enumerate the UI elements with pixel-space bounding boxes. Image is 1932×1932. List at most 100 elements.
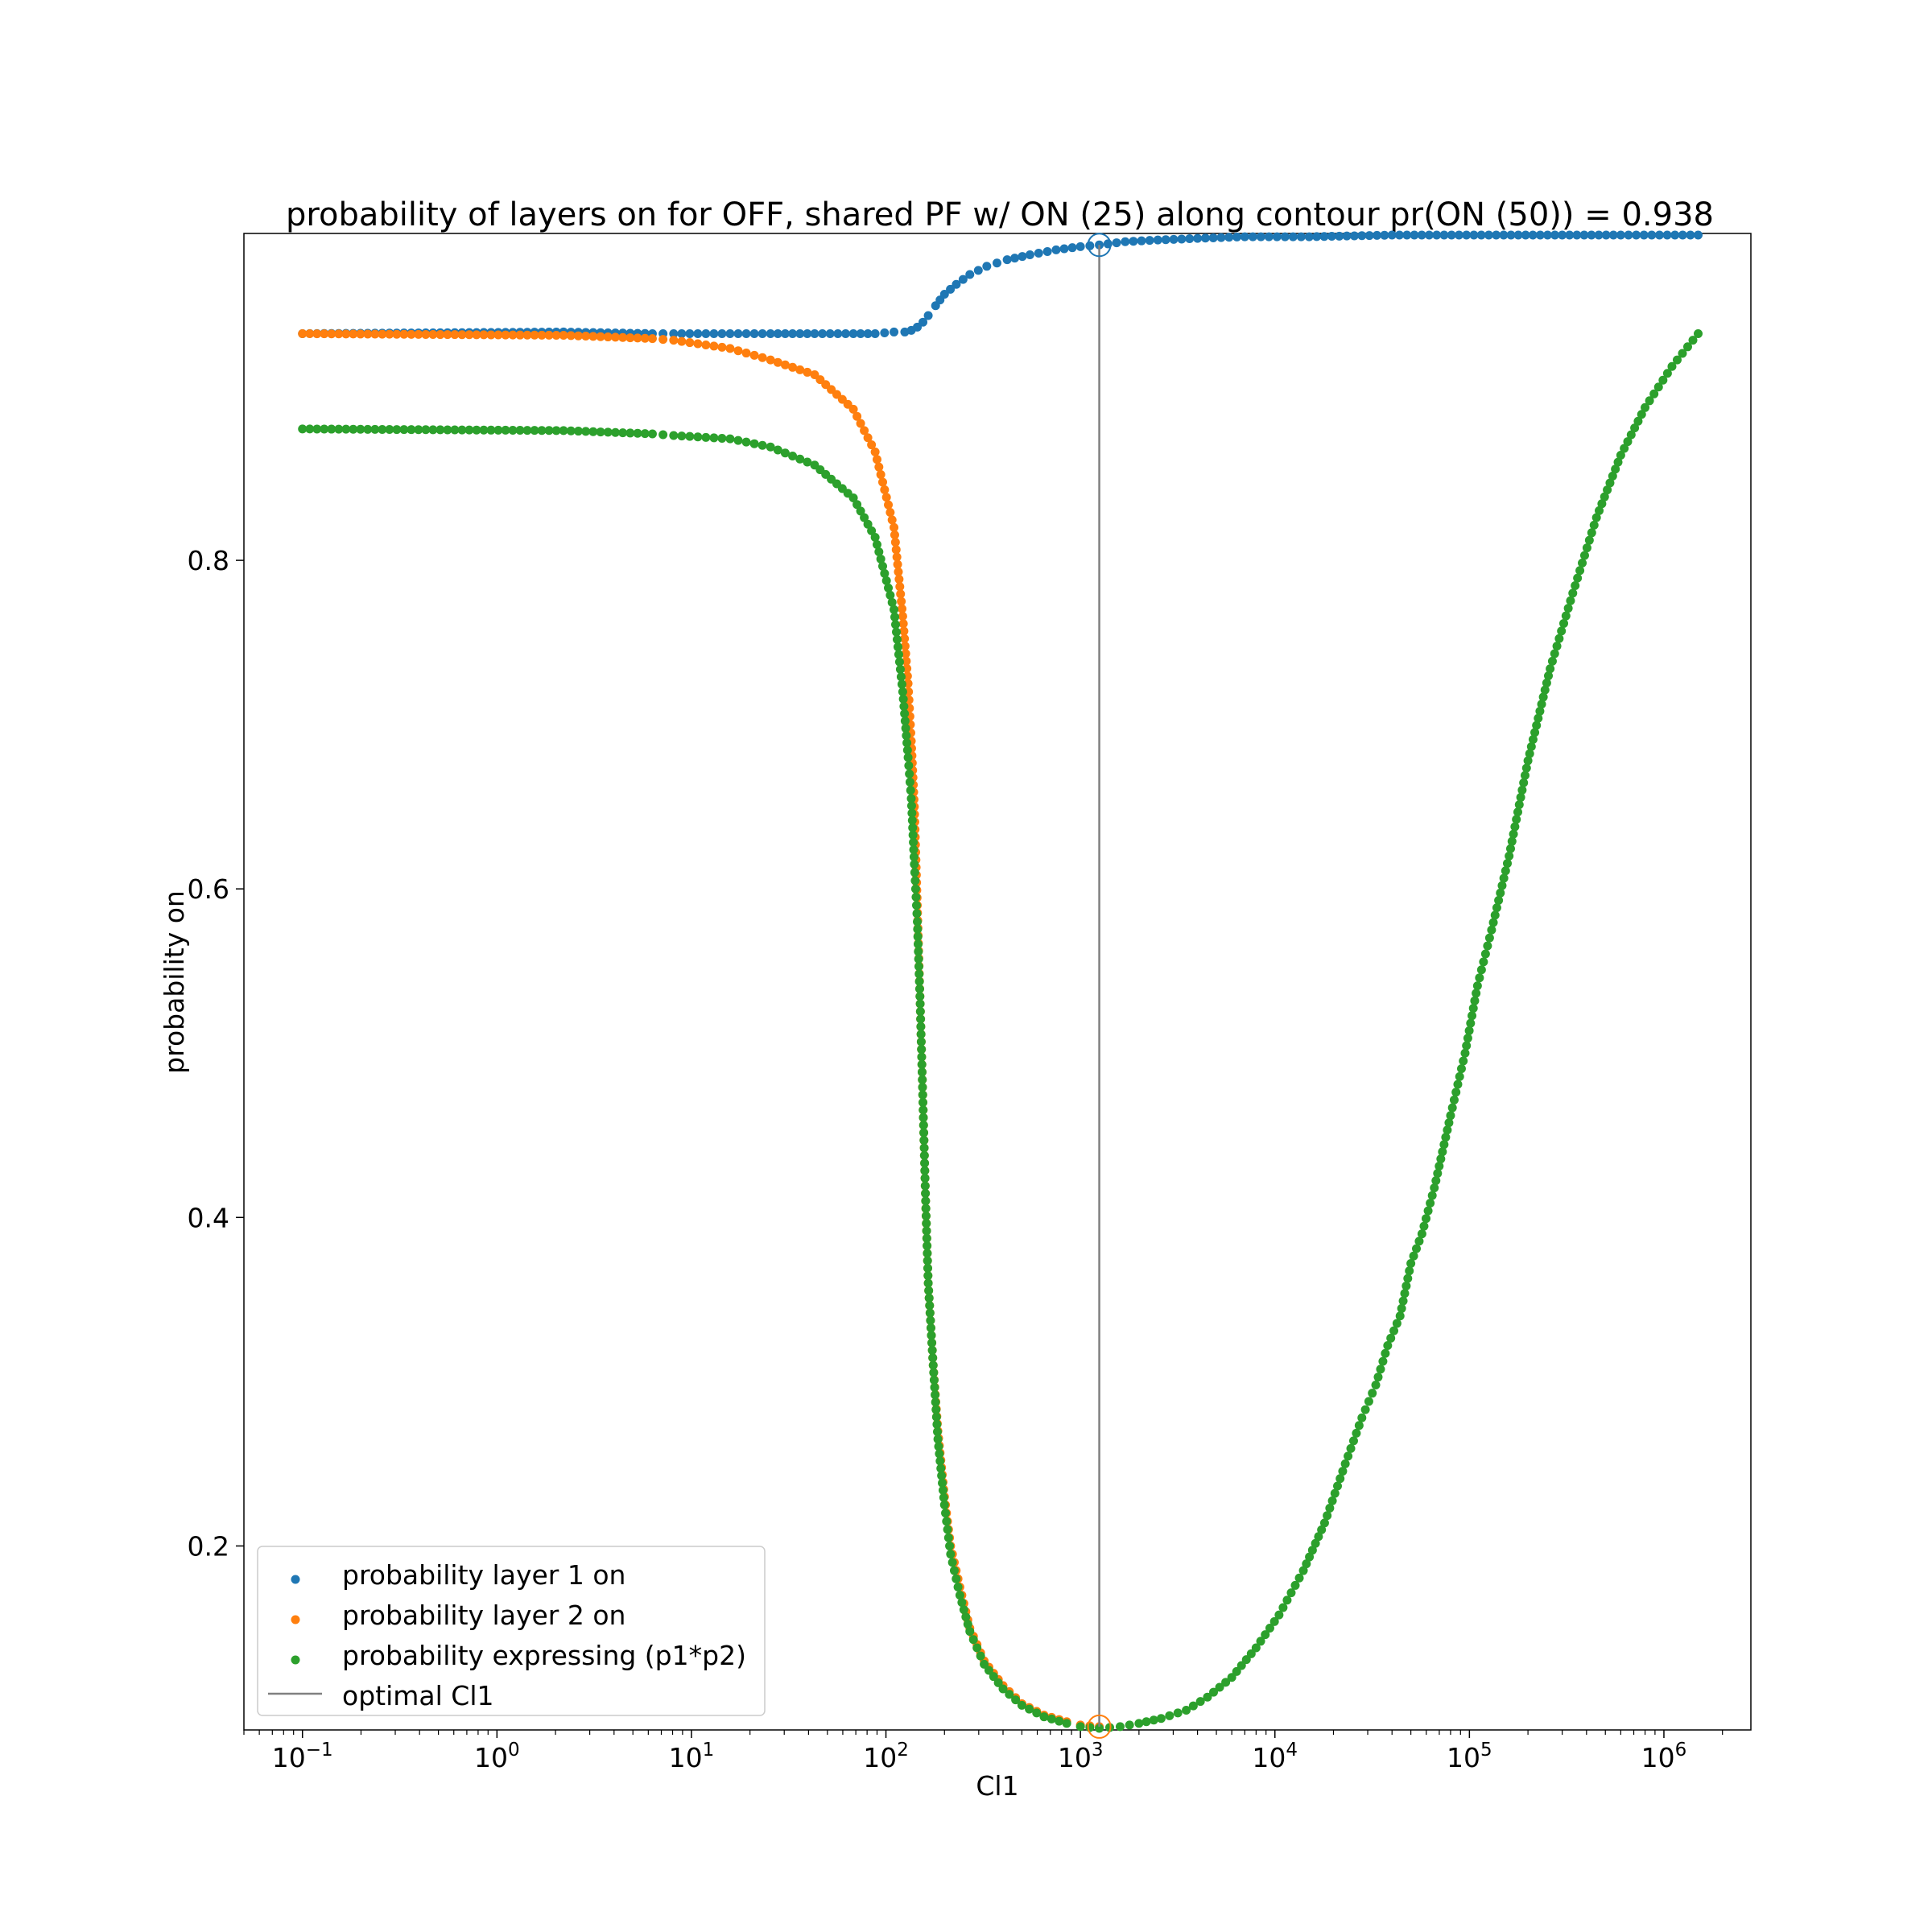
- legend-marker: [291, 1575, 300, 1584]
- data-point: [1412, 1244, 1422, 1253]
- data-point: [370, 329, 380, 339]
- data-point: [1286, 1588, 1296, 1598]
- data-point: [1062, 1719, 1071, 1728]
- data-point: [1535, 230, 1545, 240]
- data-point: [1616, 450, 1625, 460]
- data-point: [1338, 1467, 1348, 1476]
- data-point: [1558, 230, 1567, 240]
- data-point: [551, 330, 561, 340]
- data-point: [1667, 361, 1677, 371]
- data-point: [588, 427, 598, 436]
- data-point: [1256, 232, 1265, 242]
- data-point: [1484, 933, 1494, 943]
- data-point: [898, 687, 907, 696]
- data-point: [1240, 232, 1249, 242]
- data-point: [1453, 1080, 1463, 1089]
- data-point: [1402, 1281, 1411, 1290]
- data-point: [925, 1308, 935, 1318]
- data-point: [918, 1090, 927, 1100]
- data-point: [1682, 342, 1692, 352]
- data-point: [924, 1294, 934, 1303]
- data-point: [1526, 741, 1536, 751]
- data-point: [1344, 1451, 1353, 1461]
- data-point: [943, 1533, 953, 1542]
- data-point: [919, 1121, 928, 1130]
- x-tick-label: 105: [1447, 1740, 1492, 1773]
- data-point: [1397, 1303, 1406, 1313]
- data-point: [919, 1136, 929, 1146]
- data-point: [1550, 230, 1560, 240]
- data-point: [766, 442, 775, 452]
- data-point: [1438, 1147, 1447, 1157]
- data-point: [733, 436, 743, 445]
- data-point: [1557, 626, 1567, 636]
- data-point: [914, 969, 924, 979]
- data-point: [1368, 1389, 1377, 1398]
- data-point: [1451, 1088, 1461, 1097]
- y-tick-label: 0.6: [188, 873, 229, 905]
- data-point: [1601, 230, 1611, 240]
- optimal-layer: [1087, 233, 1112, 1739]
- data-point: [741, 437, 751, 447]
- data-point: [1051, 245, 1061, 254]
- data-point: [515, 330, 525, 340]
- data-point: [725, 344, 735, 353]
- data-point: [1637, 410, 1646, 419]
- x-tick-base: 10: [1641, 1742, 1675, 1773]
- data-point: [914, 976, 924, 986]
- data-point: [895, 582, 905, 592]
- data-point: [1227, 1673, 1236, 1682]
- data-point: [921, 1203, 931, 1213]
- data-point: [1505, 851, 1514, 861]
- data-point: [1523, 756, 1533, 766]
- data-point: [1594, 230, 1604, 240]
- data-point: [1538, 692, 1548, 702]
- data-point: [356, 424, 365, 434]
- data-point: [998, 1684, 1008, 1694]
- data-point: [881, 493, 891, 502]
- data-point: [414, 425, 423, 435]
- data-point: [924, 1286, 934, 1295]
- data-point: [1010, 254, 1020, 263]
- data-point: [1507, 836, 1517, 846]
- data-point: [920, 1181, 930, 1191]
- data-point: [803, 328, 812, 338]
- data-point: [926, 1323, 935, 1333]
- data-point: [890, 522, 899, 532]
- data-point: [890, 613, 900, 622]
- data-point: [1017, 1700, 1026, 1710]
- data-point: [1034, 248, 1043, 258]
- data-point: [1264, 232, 1274, 242]
- data-point: [725, 434, 735, 444]
- data-point: [1658, 375, 1668, 385]
- data-point: [378, 329, 387, 339]
- data-point: [1182, 1706, 1191, 1715]
- data-point: [1371, 1380, 1381, 1389]
- data-point: [1672, 355, 1682, 365]
- data-point: [867, 440, 877, 450]
- data-point: [581, 332, 591, 341]
- data-point: [685, 431, 695, 441]
- data-point: [625, 333, 635, 343]
- legend-label: optimal Cl1: [342, 1680, 493, 1711]
- data-point: [1436, 1154, 1446, 1164]
- data-point: [788, 362, 798, 372]
- data-point: [1278, 1603, 1288, 1612]
- data-point: [1443, 1125, 1452, 1135]
- data-point: [1280, 232, 1290, 242]
- data-point: [1433, 1169, 1443, 1179]
- data-point: [914, 939, 923, 949]
- data-point: [1502, 859, 1512, 869]
- data-point: [860, 426, 869, 436]
- data-point: [1670, 230, 1680, 240]
- data-point: [1466, 1018, 1476, 1028]
- data-point: [912, 909, 922, 919]
- data-point: [701, 432, 711, 442]
- data-point: [486, 425, 496, 435]
- data-point: [934, 1442, 943, 1451]
- data-point: [544, 426, 554, 436]
- x-tick-base: 10: [863, 1742, 897, 1773]
- data-point: [877, 561, 887, 571]
- data-point: [856, 419, 865, 428]
- data-point: [1422, 1214, 1431, 1224]
